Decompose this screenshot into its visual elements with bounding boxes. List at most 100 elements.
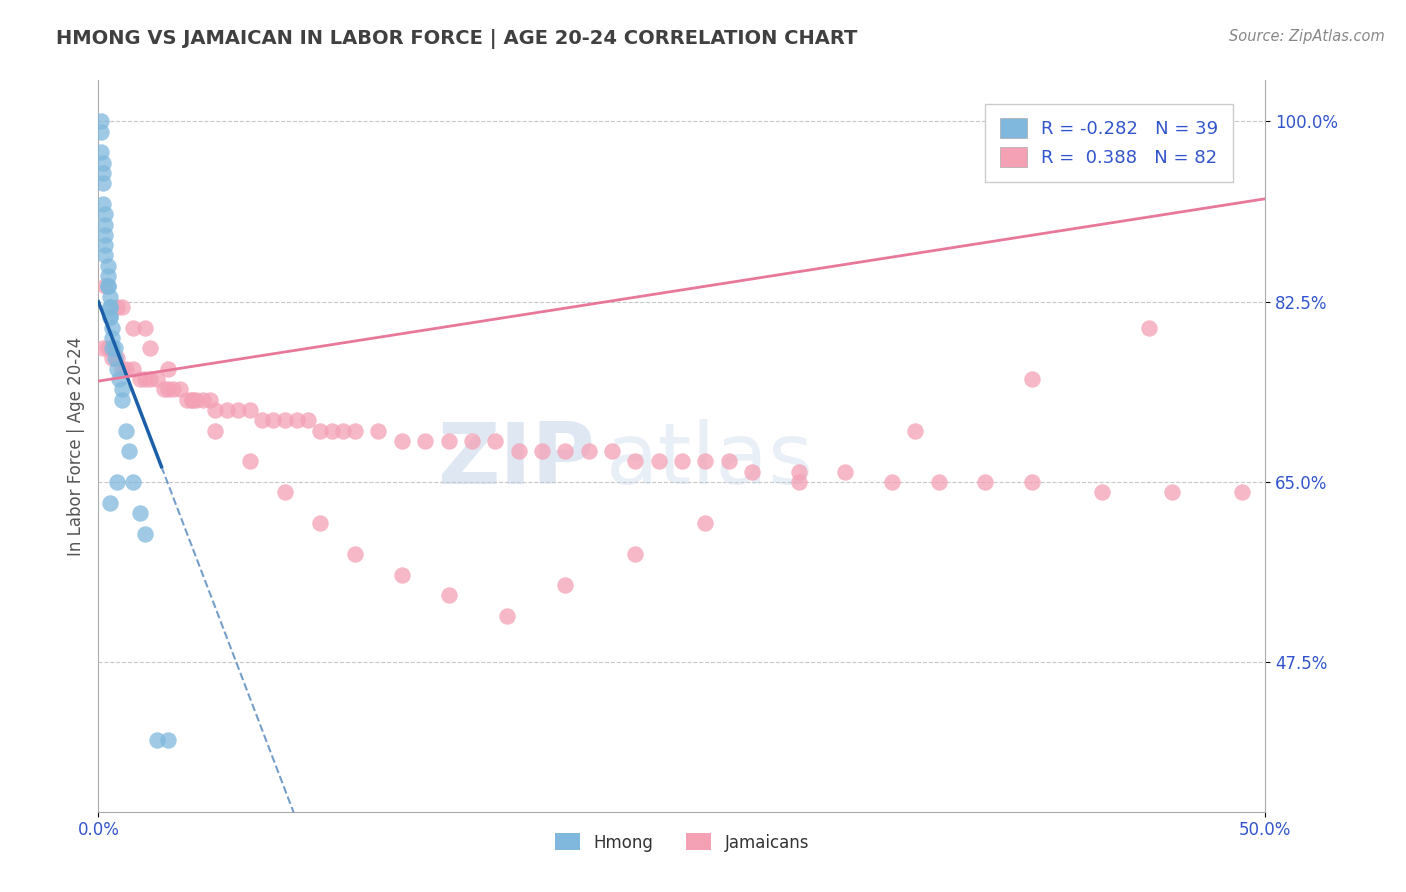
Point: [91, 176, 114, 190]
Y-axis label: In Labor Force | Age 20-24: In Labor Force | Age 20-24: [66, 336, 84, 556]
Legend: Hmong, Jamaicans: Hmong, Jamaicans: [548, 827, 815, 858]
Point: [508, 444, 530, 458]
Point: [162, 382, 184, 396]
Point: [118, 444, 141, 458]
Point: [97, 341, 120, 355]
Point: [695, 454, 717, 468]
Point: [228, 403, 250, 417]
Point: [108, 372, 131, 386]
Point: [157, 732, 180, 747]
Point: [1021, 475, 1043, 489]
Point: [94, 248, 117, 262]
Point: [274, 413, 297, 427]
Point: [787, 465, 810, 479]
Point: [332, 424, 354, 438]
Point: [104, 341, 127, 355]
Point: [98, 310, 121, 325]
Point: [554, 578, 576, 592]
Point: [98, 310, 121, 325]
Point: [671, 454, 693, 468]
Point: [97, 279, 120, 293]
Point: [928, 475, 950, 489]
Point: [578, 444, 600, 458]
Point: [152, 382, 174, 396]
Point: [1230, 485, 1253, 500]
Point: [741, 465, 763, 479]
Point: [413, 434, 436, 448]
Point: [461, 434, 484, 448]
Point: [484, 434, 506, 448]
Point: [180, 392, 202, 407]
Point: [134, 320, 156, 334]
Point: [139, 341, 162, 355]
Point: [94, 238, 117, 252]
Point: [880, 475, 903, 489]
Point: [787, 475, 810, 489]
Point: [105, 475, 128, 489]
Point: [105, 361, 128, 376]
Point: [122, 361, 145, 376]
Point: [274, 485, 297, 500]
Point: [146, 372, 169, 386]
Text: atlas: atlas: [606, 419, 814, 502]
Point: [600, 444, 623, 458]
Point: [94, 218, 117, 232]
Point: [647, 454, 669, 468]
Point: [91, 197, 114, 211]
Point: [193, 392, 215, 407]
Point: [717, 454, 740, 468]
Point: [1021, 372, 1043, 386]
Point: [169, 382, 191, 396]
Point: [1161, 485, 1184, 500]
Point: [91, 166, 114, 180]
Point: [111, 361, 134, 376]
Point: [180, 392, 202, 407]
Point: [834, 465, 856, 479]
Point: [904, 424, 927, 438]
Point: [105, 351, 128, 366]
Point: [974, 475, 997, 489]
Point: [101, 341, 124, 355]
Point: [391, 434, 413, 448]
Point: [115, 361, 138, 376]
Point: [97, 259, 120, 273]
Point: [101, 320, 124, 334]
Point: [105, 300, 128, 314]
Point: [239, 403, 262, 417]
Point: [496, 609, 519, 624]
Point: [98, 300, 121, 314]
Point: [1091, 485, 1114, 500]
Point: [94, 279, 117, 293]
Point: [157, 382, 180, 396]
Point: [129, 506, 152, 520]
Point: [695, 516, 717, 531]
Point: [321, 424, 343, 438]
Point: [94, 207, 117, 221]
Point: [98, 290, 121, 304]
Point: [297, 413, 319, 427]
Point: [176, 392, 198, 407]
Point: [90, 125, 112, 139]
Point: [139, 372, 162, 386]
Point: [309, 424, 332, 438]
Point: [239, 454, 262, 468]
Point: [437, 588, 460, 602]
Point: [437, 434, 460, 448]
Point: [101, 331, 124, 345]
Point: [215, 403, 238, 417]
Text: Source: ZipAtlas.com: Source: ZipAtlas.com: [1229, 29, 1385, 44]
Point: [309, 516, 332, 531]
Point: [91, 155, 114, 169]
Point: [200, 392, 222, 407]
Point: [134, 526, 156, 541]
Point: [129, 372, 152, 386]
Point: [530, 444, 553, 458]
Point: [1137, 320, 1160, 334]
Point: [204, 424, 226, 438]
Point: [111, 392, 134, 407]
Point: [97, 279, 120, 293]
Point: [186, 392, 208, 407]
Point: [262, 413, 284, 427]
Point: [204, 403, 226, 417]
Point: [111, 382, 134, 396]
